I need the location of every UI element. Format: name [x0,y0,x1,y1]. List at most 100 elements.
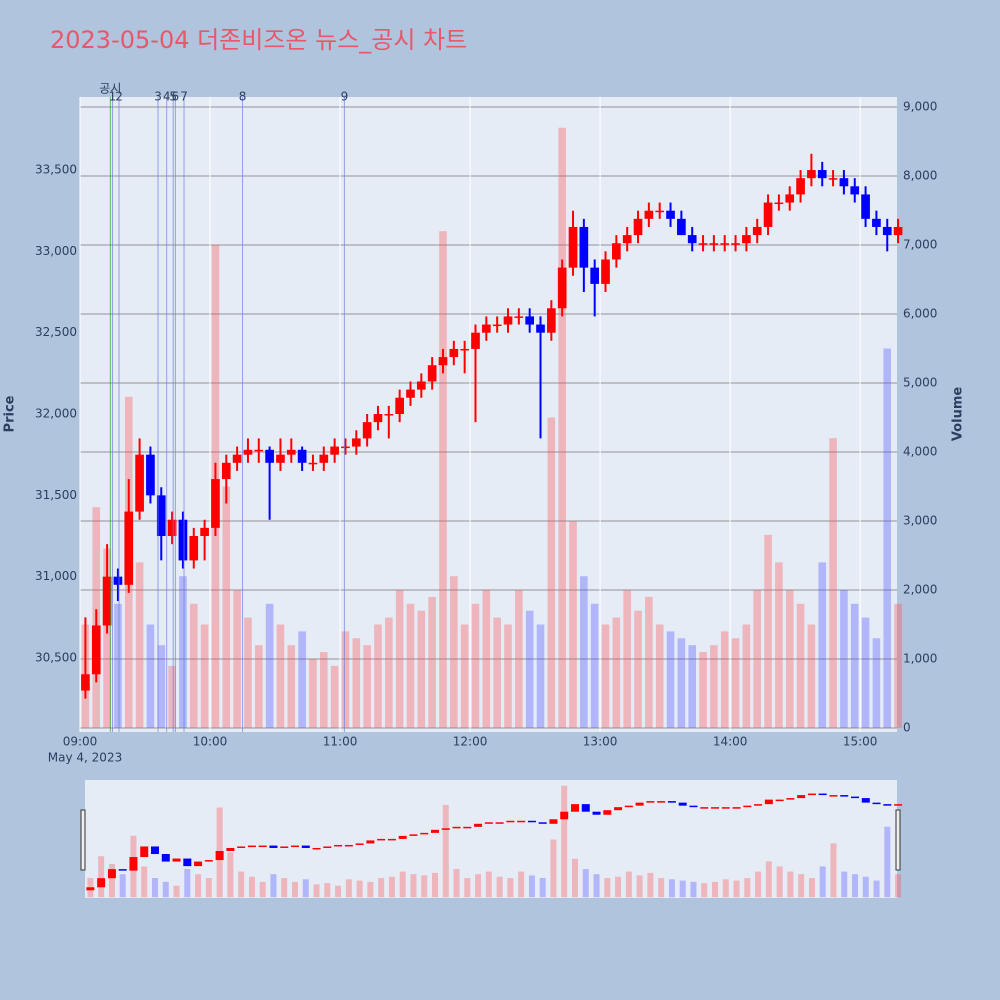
range-handle[interactable] [80,809,86,871]
candle-body [286,449,296,455]
mini-candle [883,804,892,806]
candle-body [579,226,589,268]
volume-bar [840,589,848,728]
candle-body [622,235,632,244]
candle-body [481,324,491,333]
mini-candle [775,799,784,802]
mini-volume-bar [475,874,482,898]
y2-tick-label: 9,000 [903,100,937,114]
mini-candle [646,801,655,803]
mini-candle [387,838,396,841]
candle-body [698,243,708,245]
candle-body [525,316,535,325]
mini-candle [107,869,116,879]
mini-candle [258,845,267,848]
mini-candle [624,805,633,808]
annotation-label: 7 [180,90,188,104]
volume-bar [731,638,740,728]
mini-candle [312,847,321,850]
mini-candle [829,795,838,797]
volume-bar [634,610,642,728]
volume-bar [515,589,523,728]
volume-bar [395,589,404,728]
mini-candle [527,820,536,823]
candle-body [265,449,274,463]
mini-candle [129,857,138,871]
candle-body [677,218,686,236]
volume-bar [742,624,751,728]
candle-body [373,414,383,423]
range-handle[interactable] [895,809,901,871]
mini-volume-bar [765,861,772,898]
volume-bar [265,603,274,728]
mini-volume-bar [712,881,718,898]
mini-volume-bar [808,878,815,898]
candle-body [384,414,394,416]
plot-area [80,97,897,732]
mini-candle [291,845,299,848]
mini-volume-bar [852,874,858,898]
annotation-label: 8 [239,90,247,104]
mini-volume-bar [453,869,460,898]
volume-bar [872,638,881,728]
mini-candle [495,822,504,824]
mini-volume-bar [561,785,568,898]
y-tick-label: 32,500 [35,325,77,339]
candle-body [893,226,903,236]
mini-volume-bar [119,874,126,898]
mini-candle [818,793,827,796]
candle-body [590,267,600,284]
mini-candle [86,887,95,891]
mini-candle [721,807,730,809]
mini-volume-bar [108,863,115,898]
mini-volume-bar [518,871,525,898]
volume-bar [287,645,296,728]
mini-candle [97,878,106,888]
mini-candle [840,795,849,797]
mini-candle [732,807,741,809]
candle-body [102,576,112,626]
mini-volume-bar [399,871,406,898]
volume-bar [352,638,361,728]
candle-body [492,324,502,327]
mini-candle [398,835,407,839]
volume-bar [720,631,729,728]
mini-volume-bar [873,880,880,898]
volume-bar [363,645,371,728]
mini-candle [194,861,203,867]
mini-volume-bar [593,874,600,898]
mini-candle [301,845,310,848]
mini-volume-bar [701,883,708,898]
mini-candle [635,802,644,806]
volume-bar [157,645,166,728]
mini-volume-bar [895,874,902,898]
mini-candle [861,798,870,803]
mini-volume-bar [367,881,374,898]
candle-body [167,519,177,537]
volume-bar [103,548,111,728]
volume-bar [655,624,664,728]
mini-volume-bar [668,879,675,898]
volume-bar [850,603,859,728]
candle-body [221,462,231,480]
mini-candle [344,844,353,847]
mini-candle [323,846,332,848]
volume-bar [536,624,545,728]
mini-volume-bar [539,878,546,898]
mini-candle [366,840,375,844]
mini-volume-bar [690,881,697,898]
mini-candle [118,869,127,871]
mini-volume-bar [550,839,557,898]
mini-candle [571,804,579,812]
mini-candle [237,846,246,848]
mini-candle [355,843,364,845]
volume-bar [482,589,491,728]
mini-candle [538,822,547,824]
mini-volume-bar [615,876,622,898]
candle-body [124,511,134,585]
volume-bar [135,562,144,728]
mini-volume-bar [798,874,805,898]
volume-bar [200,624,209,728]
candle-body [557,267,567,309]
